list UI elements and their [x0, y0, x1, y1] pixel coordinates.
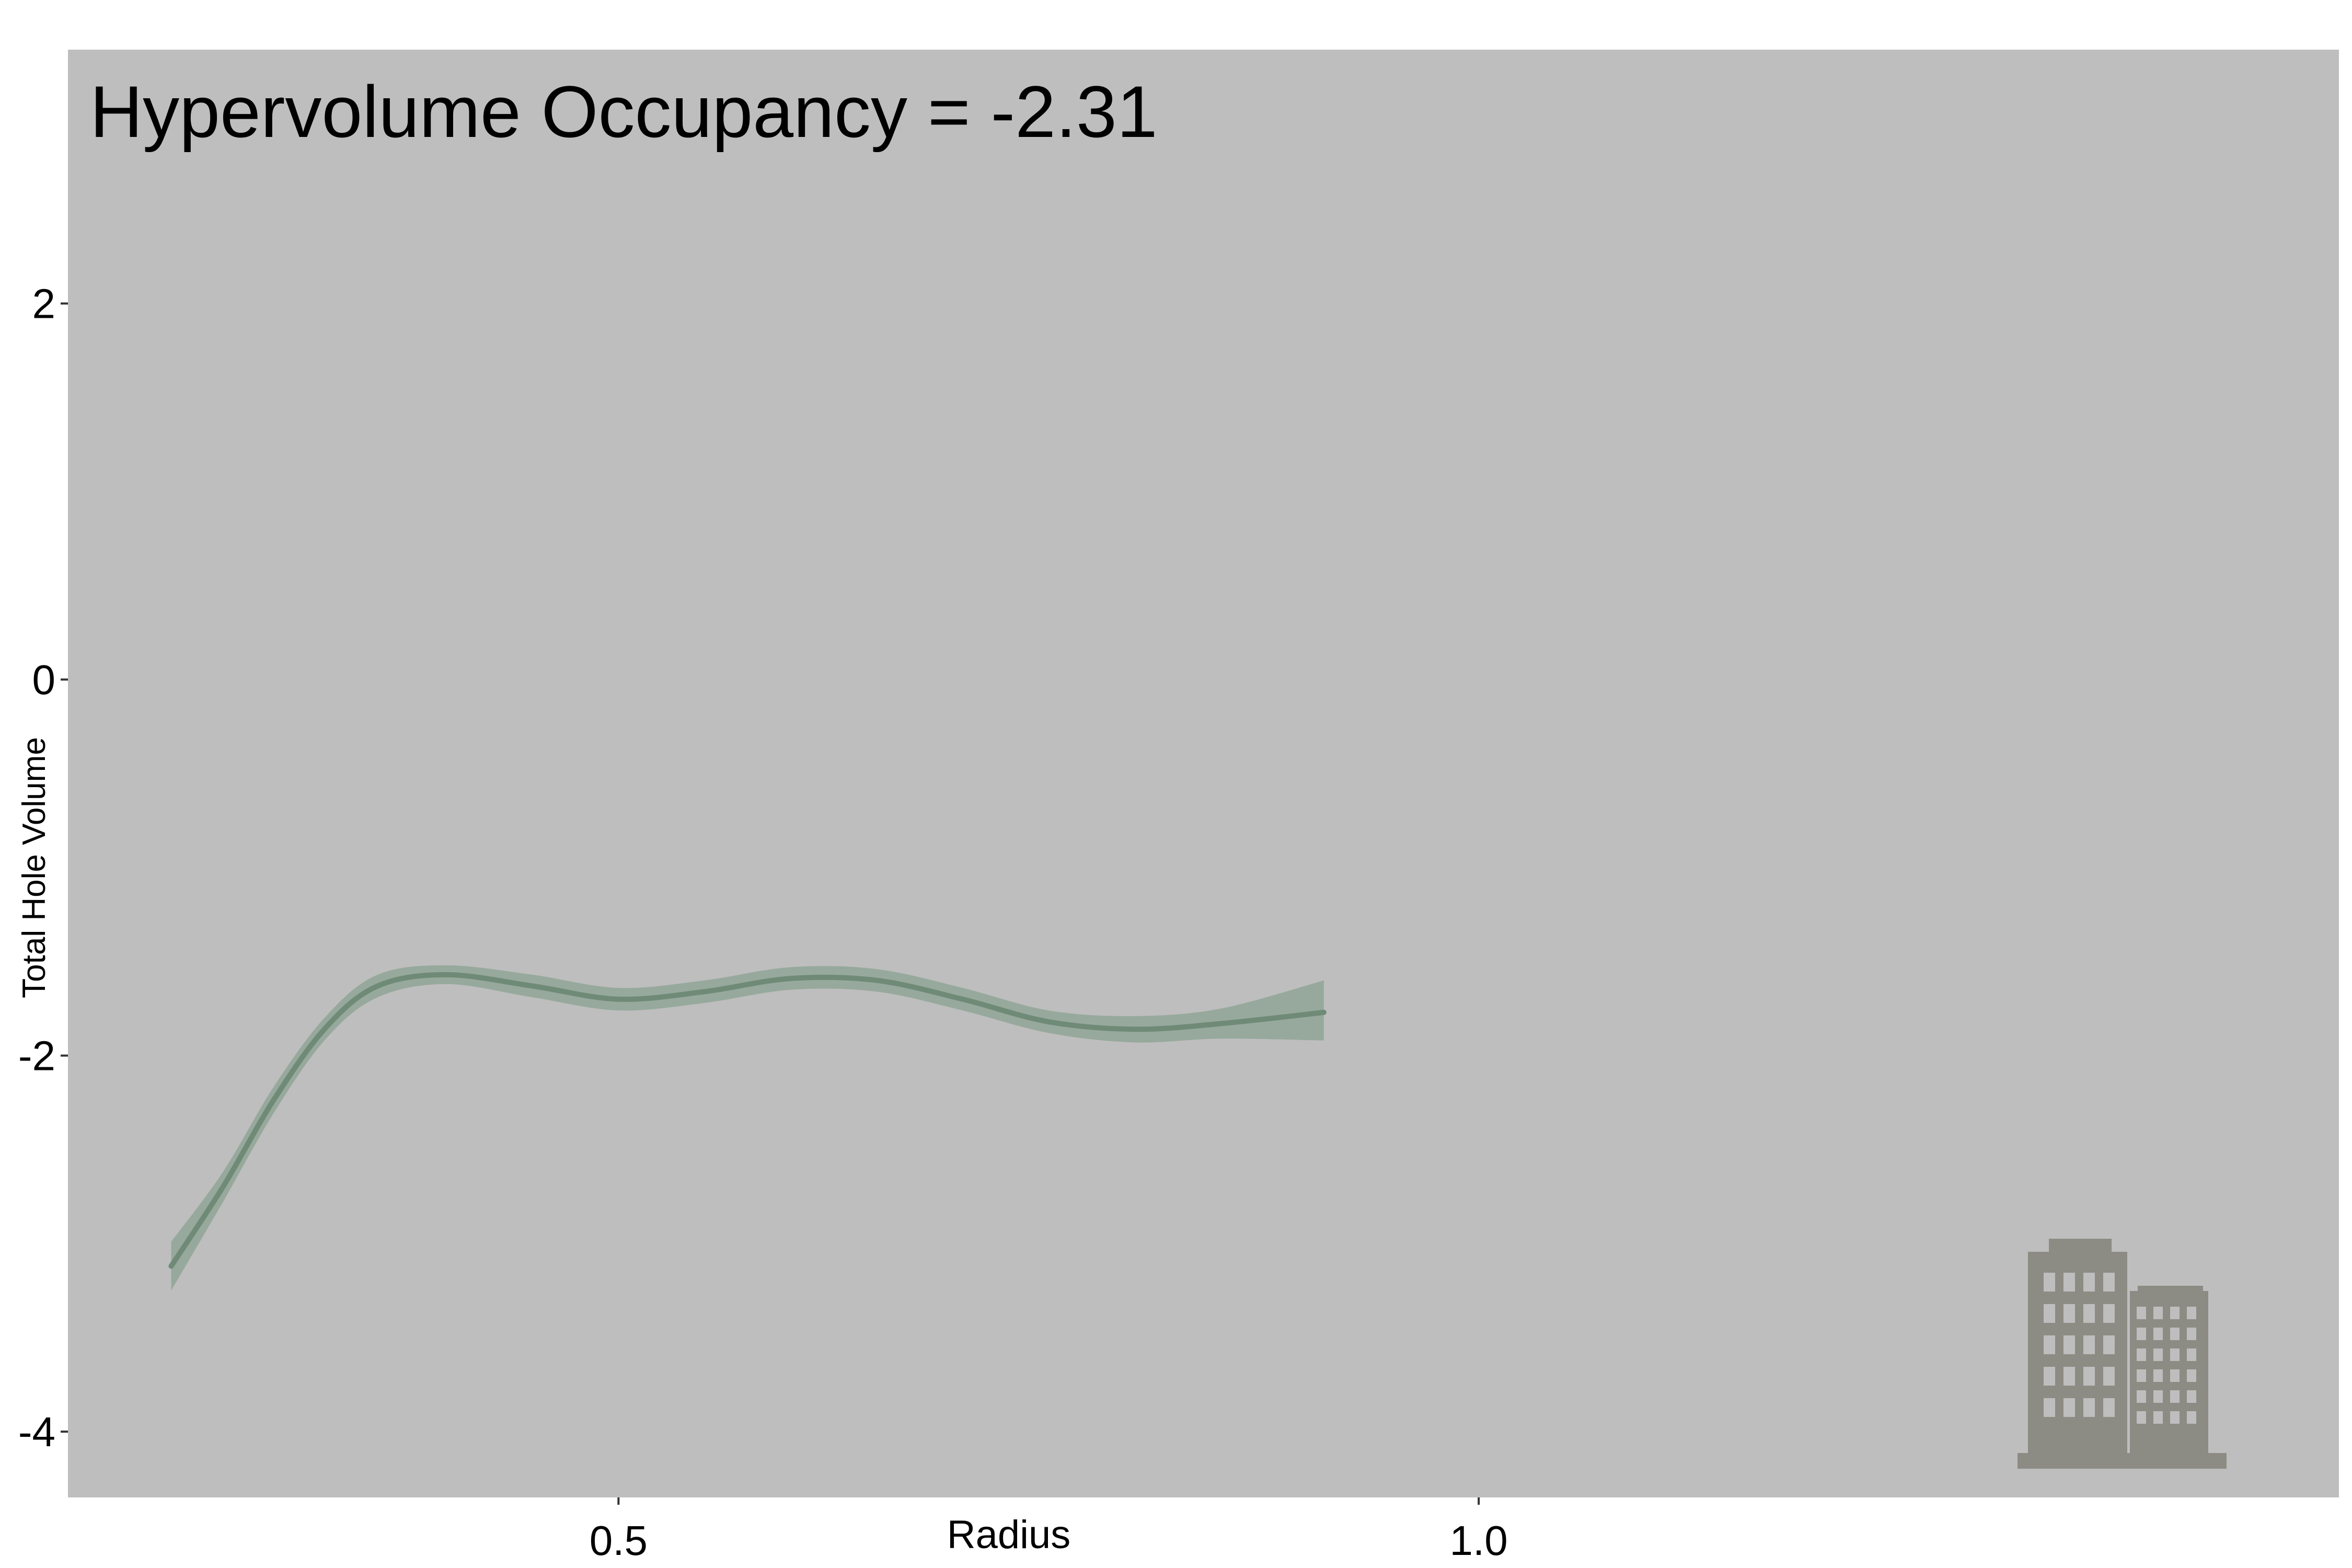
- building-window: [2153, 1390, 2163, 1403]
- series-line-0: [168, 972, 1327, 1269]
- y-tick-label: -2: [18, 1033, 55, 1079]
- building-window: [2137, 1411, 2146, 1424]
- building-window: [2187, 1328, 2196, 1340]
- building-window: [2137, 1348, 2146, 1361]
- x-axis-title: Radius: [947, 1513, 1071, 1557]
- building-window: [2063, 1367, 2075, 1386]
- building-window: [2083, 1304, 2095, 1323]
- building-window: [2083, 1335, 2095, 1354]
- series-lines: [168, 972, 1327, 1269]
- building-window: [2137, 1390, 2146, 1403]
- building-window: [2170, 1348, 2180, 1361]
- building-window: [2153, 1348, 2163, 1361]
- building-window: [2137, 1328, 2146, 1340]
- building-window: [2170, 1307, 2180, 1319]
- building-window: [2044, 1398, 2055, 1417]
- building-window: [2153, 1369, 2163, 1382]
- building-window: [2044, 1335, 2055, 1354]
- building-window: [2103, 1335, 2115, 1354]
- y-tick-label: -4: [18, 1409, 55, 1455]
- building-window: [2083, 1273, 2095, 1292]
- building-window: [2187, 1390, 2196, 1403]
- building-window: [2137, 1369, 2146, 1382]
- x-axis: 0.5 1.0: [590, 1497, 1508, 1564]
- building-window: [2083, 1398, 2095, 1417]
- chart-title: Hypervolume Occupancy = -2.31: [90, 71, 1158, 153]
- y-axis-title: Total Hole Volume: [16, 737, 52, 998]
- building-window: [2187, 1369, 2196, 1382]
- building-window: [2170, 1328, 2180, 1340]
- building-icon-windows: [2044, 1273, 2196, 1424]
- x-tick-label: 1.0: [1450, 1517, 1508, 1564]
- building-window: [2187, 1348, 2196, 1361]
- building-window: [2153, 1328, 2163, 1340]
- y-axis: 2 0 -2 -4: [18, 281, 68, 1455]
- building-icon: [2017, 1239, 2227, 1469]
- building-window: [2187, 1411, 2196, 1424]
- building-window: [2044, 1367, 2055, 1386]
- y-tick-label: 0: [32, 656, 56, 703]
- building-window: [2170, 1390, 2180, 1403]
- building-window: [2170, 1411, 2180, 1424]
- building-window: [2063, 1398, 2075, 1417]
- building-window: [2044, 1304, 2055, 1323]
- building-window: [2103, 1273, 2115, 1292]
- plot-panel: [68, 50, 2339, 1497]
- building-window: [2103, 1367, 2115, 1386]
- building-window: [2063, 1335, 2075, 1354]
- x-tick-label: 0.5: [590, 1517, 648, 1564]
- building-window: [2103, 1398, 2115, 1417]
- y-tick-label: 2: [32, 281, 56, 327]
- building-window: [2153, 1307, 2163, 1319]
- building-window: [2083, 1367, 2095, 1386]
- building-window: [2044, 1273, 2055, 1292]
- building-window: [2063, 1273, 2075, 1292]
- building-window: [2063, 1304, 2075, 1323]
- building-window: [2103, 1304, 2115, 1323]
- building-window: [2170, 1369, 2180, 1382]
- building-window: [2137, 1307, 2146, 1319]
- building-window: [2153, 1411, 2163, 1424]
- building-window: [2187, 1307, 2196, 1319]
